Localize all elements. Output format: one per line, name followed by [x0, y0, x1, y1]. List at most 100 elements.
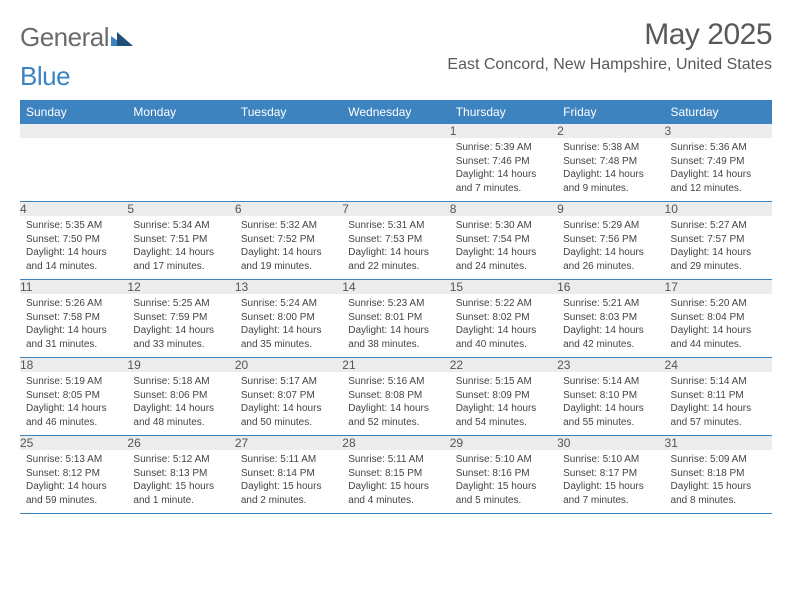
content-row: Sunrise: 5:35 AMSunset: 7:50 PMDaylight:… [20, 216, 772, 280]
day-details: Sunrise: 5:22 AMSunset: 8:02 PMDaylight:… [450, 294, 557, 357]
day-number: 20 [235, 358, 342, 373]
day-header: Saturday [665, 100, 772, 124]
title-block: May 2025 East Concord, New Hampshire, Un… [447, 18, 772, 74]
logo-mark-icon [111, 22, 133, 53]
logo: General Blue [20, 22, 133, 92]
daynum-row: 18192021222324 [20, 358, 772, 373]
day-number: 9 [557, 202, 664, 217]
day-details: Sunrise: 5:13 AMSunset: 8:12 PMDaylight:… [20, 450, 127, 513]
day-details: Sunrise: 5:24 AMSunset: 8:00 PMDaylight:… [235, 294, 342, 357]
day-header-row: SundayMondayTuesdayWednesdayThursdayFrid… [20, 100, 772, 124]
day-header: Tuesday [235, 100, 342, 124]
content-row: Sunrise: 5:39 AMSunset: 7:46 PMDaylight:… [20, 138, 772, 202]
daynum-row: 45678910 [20, 202, 772, 217]
day-cell: Sunrise: 5:10 AMSunset: 8:17 PMDaylight:… [557, 450, 664, 514]
content-row: Sunrise: 5:13 AMSunset: 8:12 PMDaylight:… [20, 450, 772, 514]
day-details: Sunrise: 5:30 AMSunset: 7:54 PMDaylight:… [450, 216, 557, 279]
day-number: 31 [665, 436, 772, 451]
day-number: 26 [127, 436, 234, 451]
day-details: Sunrise: 5:36 AMSunset: 7:49 PMDaylight:… [665, 138, 772, 201]
logo-text-general: General [20, 22, 109, 52]
day-number: 25 [20, 436, 127, 451]
day-cell: Sunrise: 5:30 AMSunset: 7:54 PMDaylight:… [450, 216, 557, 280]
day-cell: Sunrise: 5:19 AMSunset: 8:05 PMDaylight:… [20, 372, 127, 436]
daynum-row: 11121314151617 [20, 280, 772, 295]
empty-cell [127, 138, 234, 202]
day-number: 7 [342, 202, 449, 217]
daynum-row: 123 [20, 124, 772, 138]
day-cell: Sunrise: 5:20 AMSunset: 8:04 PMDaylight:… [665, 294, 772, 358]
day-number: 11 [20, 280, 127, 295]
empty-cell [20, 138, 127, 202]
day-number: 3 [665, 124, 772, 138]
day-details: Sunrise: 5:25 AMSunset: 7:59 PMDaylight:… [127, 294, 234, 357]
day-cell: Sunrise: 5:24 AMSunset: 8:00 PMDaylight:… [235, 294, 342, 358]
day-cell: Sunrise: 5:23 AMSunset: 8:01 PMDaylight:… [342, 294, 449, 358]
logo-text-blue: Blue [20, 61, 70, 91]
day-header: Monday [127, 100, 234, 124]
day-details [342, 138, 449, 196]
day-cell: Sunrise: 5:17 AMSunset: 8:07 PMDaylight:… [235, 372, 342, 436]
empty-cell [20, 124, 127, 138]
empty-cell [127, 124, 234, 138]
day-details: Sunrise: 5:15 AMSunset: 8:09 PMDaylight:… [450, 372, 557, 435]
day-number: 28 [342, 436, 449, 451]
day-number: 8 [450, 202, 557, 217]
day-cell: Sunrise: 5:29 AMSunset: 7:56 PMDaylight:… [557, 216, 664, 280]
day-number: 24 [665, 358, 772, 373]
location-text: East Concord, New Hampshire, United Stat… [447, 56, 772, 74]
day-details: Sunrise: 5:29 AMSunset: 7:56 PMDaylight:… [557, 216, 664, 279]
day-header: Friday [557, 100, 664, 124]
day-details: Sunrise: 5:11 AMSunset: 8:15 PMDaylight:… [342, 450, 449, 513]
day-details: Sunrise: 5:26 AMSunset: 7:58 PMDaylight:… [20, 294, 127, 357]
day-cell: Sunrise: 5:09 AMSunset: 8:18 PMDaylight:… [665, 450, 772, 514]
day-details: Sunrise: 5:12 AMSunset: 8:13 PMDaylight:… [127, 450, 234, 513]
day-details: Sunrise: 5:09 AMSunset: 8:18 PMDaylight:… [665, 450, 772, 513]
day-cell: Sunrise: 5:31 AMSunset: 7:53 PMDaylight:… [342, 216, 449, 280]
day-details: Sunrise: 5:38 AMSunset: 7:48 PMDaylight:… [557, 138, 664, 201]
day-details: Sunrise: 5:16 AMSunset: 8:08 PMDaylight:… [342, 372, 449, 435]
page: General Blue May 2025 East Concord, New H… [0, 0, 792, 526]
day-cell: Sunrise: 5:15 AMSunset: 8:09 PMDaylight:… [450, 372, 557, 436]
day-cell: Sunrise: 5:16 AMSunset: 8:08 PMDaylight:… [342, 372, 449, 436]
day-number: 12 [127, 280, 234, 295]
empty-cell [342, 124, 449, 138]
day-details [127, 138, 234, 196]
day-details [20, 138, 127, 196]
day-cell: Sunrise: 5:13 AMSunset: 8:12 PMDaylight:… [20, 450, 127, 514]
day-cell: Sunrise: 5:22 AMSunset: 8:02 PMDaylight:… [450, 294, 557, 358]
day-header: Sunday [20, 100, 127, 124]
day-details: Sunrise: 5:31 AMSunset: 7:53 PMDaylight:… [342, 216, 449, 279]
day-cell: Sunrise: 5:10 AMSunset: 8:16 PMDaylight:… [450, 450, 557, 514]
day-number: 30 [557, 436, 664, 451]
day-cell: Sunrise: 5:12 AMSunset: 8:13 PMDaylight:… [127, 450, 234, 514]
day-number: 21 [342, 358, 449, 373]
empty-cell [342, 138, 449, 202]
day-details: Sunrise: 5:19 AMSunset: 8:05 PMDaylight:… [20, 372, 127, 435]
day-cell: Sunrise: 5:36 AMSunset: 7:49 PMDaylight:… [665, 138, 772, 202]
day-cell: Sunrise: 5:35 AMSunset: 7:50 PMDaylight:… [20, 216, 127, 280]
day-number: 2 [557, 124, 664, 138]
day-cell: Sunrise: 5:34 AMSunset: 7:51 PMDaylight:… [127, 216, 234, 280]
day-number: 16 [557, 280, 664, 295]
day-number: 6 [235, 202, 342, 217]
daynum-row: 25262728293031 [20, 436, 772, 451]
day-cell: Sunrise: 5:18 AMSunset: 8:06 PMDaylight:… [127, 372, 234, 436]
day-number: 15 [450, 280, 557, 295]
day-cell: Sunrise: 5:11 AMSunset: 8:14 PMDaylight:… [235, 450, 342, 514]
day-details [235, 138, 342, 196]
day-number: 13 [235, 280, 342, 295]
day-number: 4 [20, 202, 127, 217]
header: General Blue May 2025 East Concord, New H… [20, 18, 772, 92]
day-details: Sunrise: 5:27 AMSunset: 7:57 PMDaylight:… [665, 216, 772, 279]
empty-cell [235, 138, 342, 202]
day-details: Sunrise: 5:11 AMSunset: 8:14 PMDaylight:… [235, 450, 342, 513]
day-details: Sunrise: 5:39 AMSunset: 7:46 PMDaylight:… [450, 138, 557, 201]
day-number: 19 [127, 358, 234, 373]
day-number: 1 [450, 124, 557, 138]
day-details: Sunrise: 5:21 AMSunset: 8:03 PMDaylight:… [557, 294, 664, 357]
empty-cell [235, 124, 342, 138]
day-details: Sunrise: 5:35 AMSunset: 7:50 PMDaylight:… [20, 216, 127, 279]
calendar-table: SundayMondayTuesdayWednesdayThursdayFrid… [20, 100, 772, 514]
day-cell: Sunrise: 5:14 AMSunset: 8:11 PMDaylight:… [665, 372, 772, 436]
